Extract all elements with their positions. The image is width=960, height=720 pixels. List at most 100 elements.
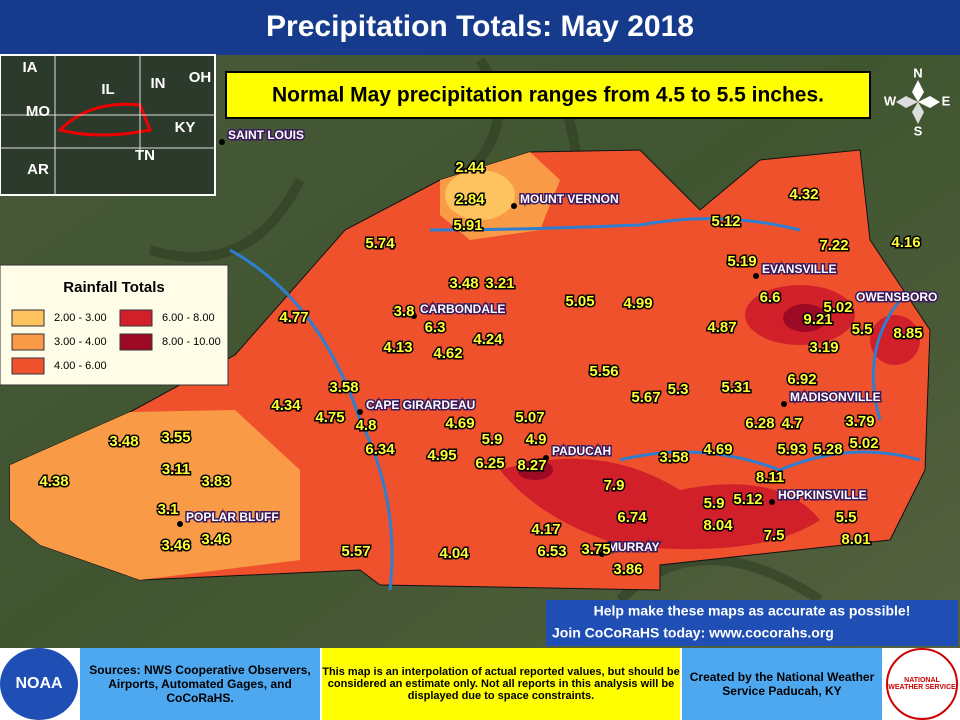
city-dot (543, 455, 549, 461)
station-value: 4.32 (789, 186, 818, 203)
inset-label: IN (151, 75, 166, 92)
title-bar (0, 0, 960, 55)
city-label: SAINT LOUIS (228, 128, 304, 142)
station-value: 7.5 (764, 527, 785, 544)
compass-letter: S (914, 123, 923, 138)
city-label: CAPE GIRARDEAU (366, 398, 475, 412)
station-value: 7.22 (819, 237, 848, 254)
station-value: 2.84 (455, 191, 485, 208)
cocorahs-line: Help make these maps as accurate as poss… (594, 603, 911, 619)
city-label: MOUNT VERNON (520, 192, 619, 206)
legend-swatch (11, 309, 45, 327)
compass-letter: N (913, 65, 922, 80)
legend-swatch (119, 309, 153, 327)
city-dot (177, 521, 183, 527)
station-value: 6.53 (537, 543, 566, 560)
city-label: OWENSBORO (856, 290, 937, 304)
legend-label: 2.00 - 3.00 (54, 312, 107, 324)
banner-box (225, 71, 871, 119)
station-value: 8.01 (841, 531, 870, 548)
station-value: 3.79 (845, 413, 874, 430)
title: Precipitation Totals: May 2018 (266, 10, 694, 43)
legend-swatch (11, 357, 45, 375)
station-value: 5.05 (565, 293, 594, 310)
inset-label: IL (101, 81, 114, 98)
station-value: 4.04 (439, 545, 469, 562)
station-value: 8.11 (756, 469, 784, 486)
city-dot (847, 301, 853, 307)
compass-letter: W (884, 93, 897, 108)
legend-label: 4.00 - 6.00 (54, 360, 107, 372)
city-label: CARBONDALE (420, 302, 505, 316)
station-value: 5.91 (453, 217, 482, 234)
station-value: 3.75 (581, 541, 610, 558)
station-value: 3.21 (485, 275, 514, 292)
station-value: 6.25 (475, 455, 504, 472)
station-value: 4.69 (703, 441, 732, 458)
region-8-10 (517, 460, 553, 480)
station-value: 3.48 (109, 433, 138, 450)
station-value: 5.12 (733, 491, 762, 508)
city-dot (357, 409, 363, 415)
station-value: 5.28 (813, 441, 842, 458)
inset-label: MO (26, 103, 50, 120)
station-value: 9.21 (803, 311, 832, 328)
station-value: 4.95 (427, 447, 456, 464)
station-value: 4.24 (473, 331, 503, 348)
station-value: 5.57 (341, 543, 370, 560)
region-8-10 (783, 304, 827, 332)
rivers-roads (229, 217, 921, 591)
region-3-4 (10, 410, 300, 580)
station-value: 4.38 (39, 473, 68, 490)
station-value: 8.27 (517, 457, 546, 474)
city-dot (769, 499, 775, 505)
station-value: 4.75 (315, 409, 344, 426)
inset-label: IA (23, 59, 38, 76)
city-label: EVANSVILLE (762, 262, 836, 276)
station-value: 3.48 (449, 275, 478, 292)
station-value: 4.7 (782, 415, 803, 432)
station-value: 3.83 (201, 473, 230, 490)
footer-sources: Sources: NWS Cooperative Observers, Airp… (80, 648, 320, 720)
station-value: 4.99 (623, 295, 652, 312)
station-value: 4.87 (707, 319, 736, 336)
station-value: 4.16 (891, 234, 920, 251)
legend-label: 6.00 - 8.00 (162, 312, 215, 324)
city-dot (411, 313, 417, 319)
nws-logo: NATIONAL WEATHER SERVICE (886, 648, 958, 720)
station-value: 4.62 (433, 345, 462, 362)
inset-label: AR (27, 161, 49, 178)
footer-disclaimer: This map is an interpolation of actual r… (322, 648, 680, 720)
station-value: 6.6 (760, 289, 781, 306)
station-value: 8.04 (703, 517, 733, 534)
map: Precipitation Totals: May 2018 Normal Ma… (0, 0, 960, 648)
station-value: 5.93 (777, 441, 806, 458)
region-2-3 (445, 170, 515, 220)
banner: Normal May precipitation ranges from 4.5… (272, 84, 824, 107)
city-label: HOPKINSVILLE (778, 488, 867, 502)
legend-swatch (119, 333, 153, 351)
inset-borders (0, 55, 215, 195)
station-value: 4.8 (356, 417, 377, 434)
station-value: 8.85 (893, 325, 922, 342)
station-value: 5.5 (852, 321, 873, 338)
station-value: 7.9 (604, 477, 625, 494)
station-value: 6.92 (787, 371, 816, 388)
station-value: 6.28 (745, 415, 774, 432)
station-value: 5.19 (727, 253, 756, 270)
city-dot (219, 139, 225, 145)
station-value: 3.58 (329, 379, 358, 396)
station-value: 4.13 (383, 339, 412, 356)
station-value: 5.9 (704, 495, 725, 512)
city-label: PADUCAH (552, 444, 611, 458)
station-value: 5.07 (515, 409, 544, 426)
station-value: 3.46 (161, 537, 190, 554)
region-6-8 (500, 458, 820, 550)
station-value: 3.58 (659, 449, 688, 466)
station-value: 5.12 (711, 213, 740, 230)
station-value: 5.9 (482, 431, 503, 448)
station-value: 5.56 (589, 363, 618, 380)
station-value: 4.9 (526, 431, 547, 448)
station-value: 3.11 (162, 461, 190, 478)
